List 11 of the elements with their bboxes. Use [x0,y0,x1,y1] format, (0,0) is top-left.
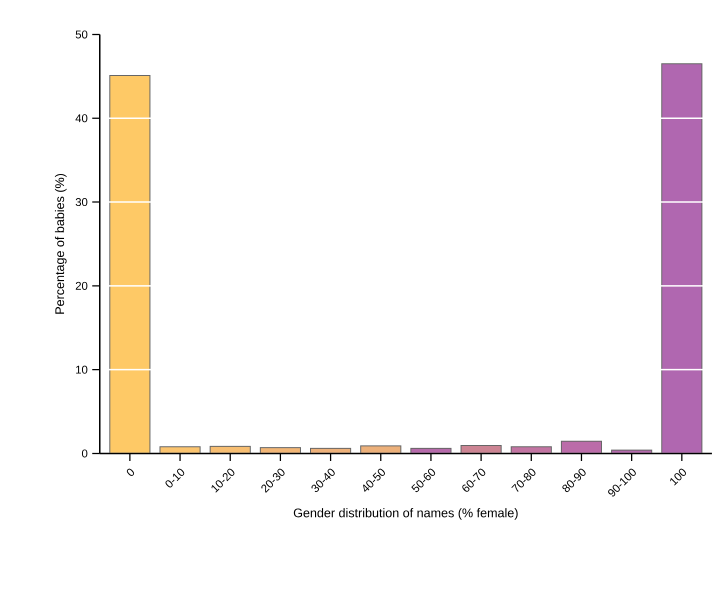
y-tick-label: 50 [76,30,88,38]
x-tick-label: 0-10 [166,468,184,488]
y-tick-label: 30 [76,198,88,206]
y-tick-label: 20 [76,282,88,290]
y-axis-title: Percentage of babies (%) [54,174,67,314]
x-tick-label: 0 [126,468,134,476]
x-tick-label: 100 [670,468,686,486]
y-tick-label: 0 [82,449,88,458]
x-axis-title: Gender distribution of names (% female) [294,508,518,520]
y-tick-label: 40 [76,114,88,122]
y-tick-label: 10 [76,365,88,374]
